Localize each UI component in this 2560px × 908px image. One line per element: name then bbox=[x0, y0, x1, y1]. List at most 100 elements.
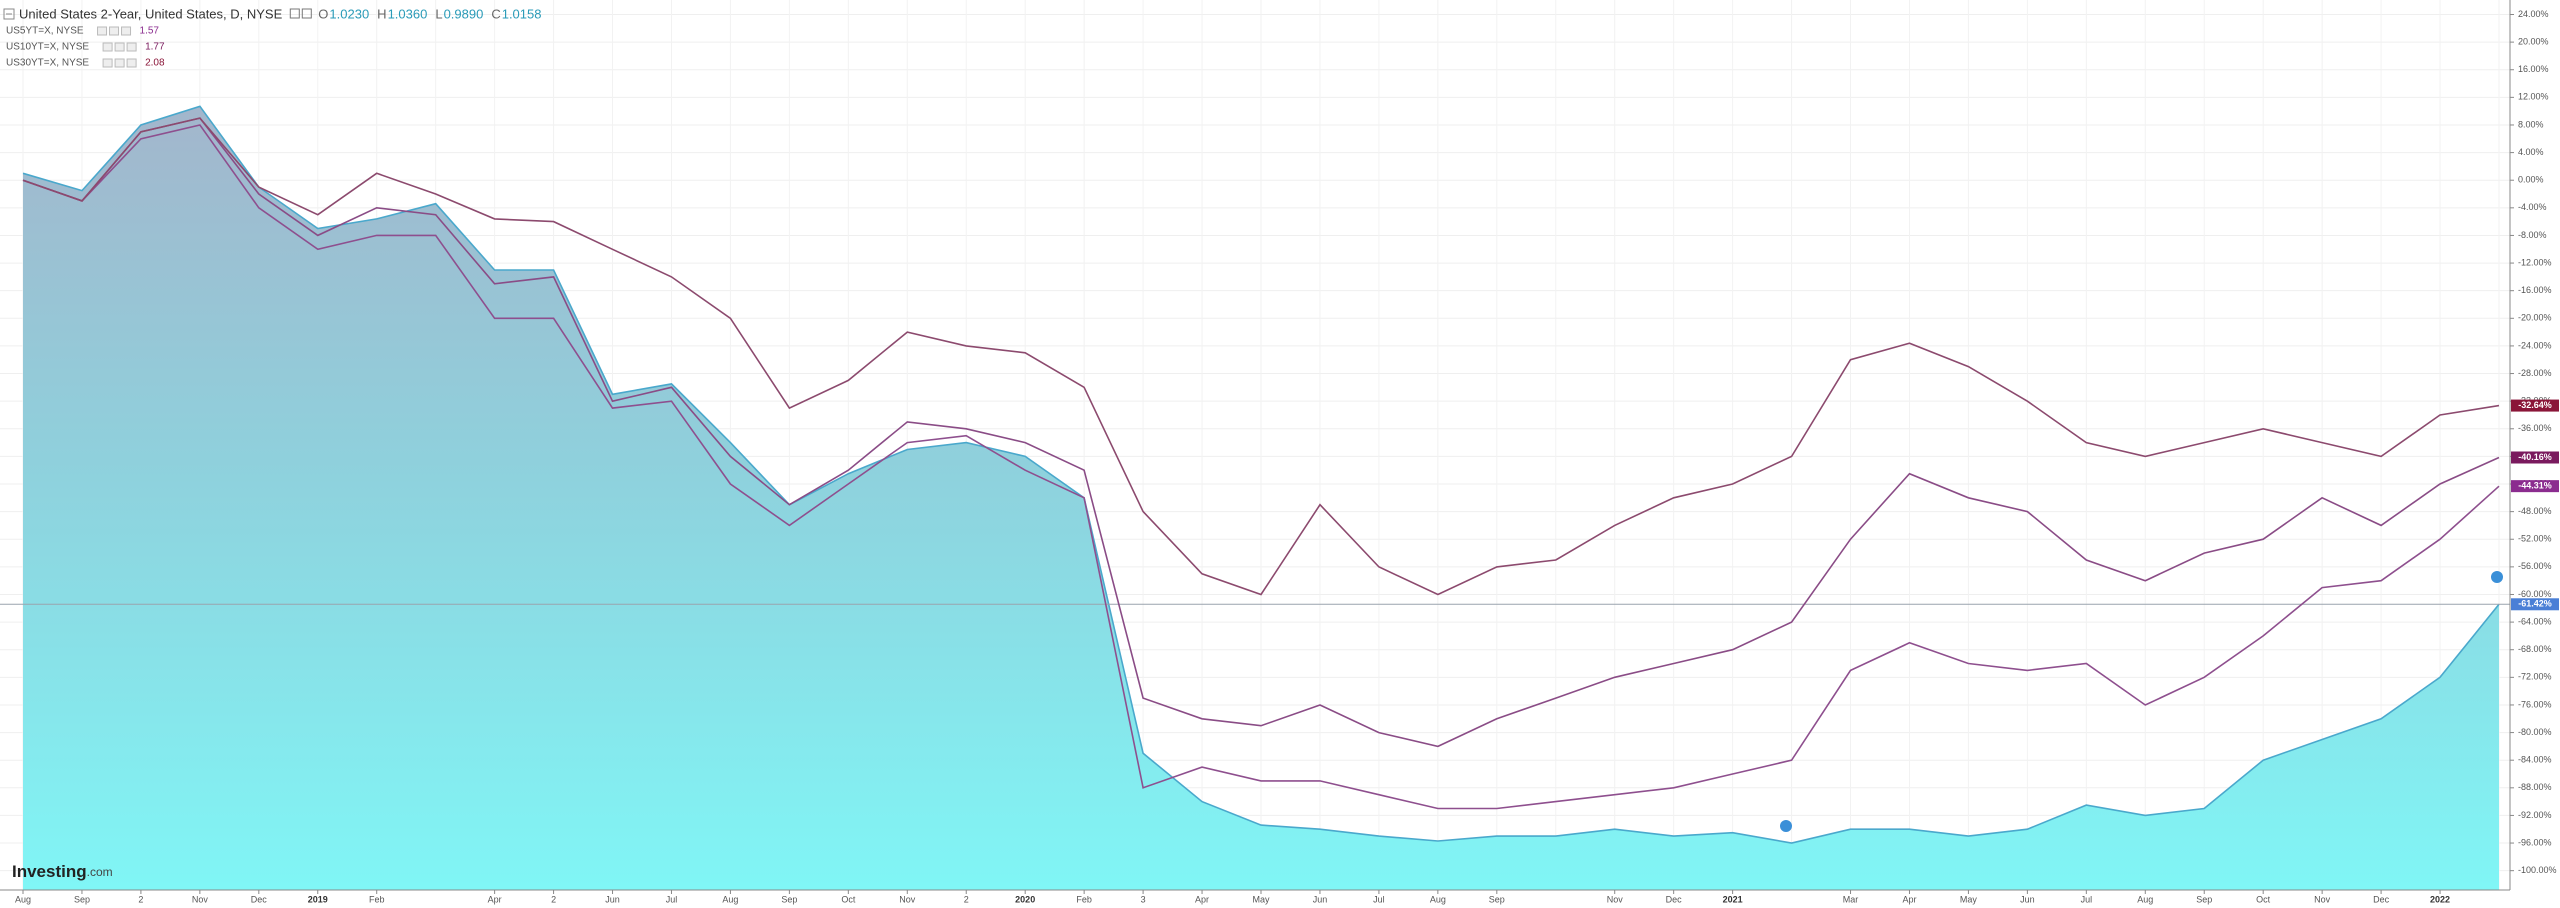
y-tick-label: 24.00% bbox=[2518, 9, 2549, 19]
y-tick-label: 0.00% bbox=[2518, 175, 2544, 185]
x-tick-label: 2 bbox=[551, 894, 556, 904]
y-tick-label: -80.00% bbox=[2518, 727, 2552, 737]
last-value-tag bbox=[2511, 399, 2559, 412]
y-tick-label: -64.00% bbox=[2518, 616, 2552, 626]
legend-button[interactable] bbox=[102, 42, 113, 52]
x-tick-label: Sep bbox=[1489, 894, 1505, 904]
last-value-label: -40.16% bbox=[2518, 452, 2552, 462]
x-tick-label: Aug bbox=[1430, 894, 1446, 904]
legend: US5YT=X, NYSE 1.57 US10YT=X, NYSE 1.77 US30Y… bbox=[6, 26, 165, 69]
y-tick-label: -92.00% bbox=[2518, 810, 2552, 820]
logo-suffix: .com bbox=[87, 865, 113, 879]
x-tick-label: Feb bbox=[1076, 894, 1092, 904]
last-value-label: -44.31% bbox=[2518, 481, 2552, 491]
x-tick-label: Dec bbox=[2373, 894, 2390, 904]
x-tick-label: Oct bbox=[841, 894, 856, 904]
y-tick-label: -12.00% bbox=[2518, 257, 2552, 267]
ohlc-label: L bbox=[435, 6, 442, 21]
x-tick-label: 2020 bbox=[1015, 894, 1035, 904]
x-tick-label: Feb bbox=[369, 894, 385, 904]
y-tick-label: -36.00% bbox=[2518, 423, 2552, 433]
x-tick-label: 2 bbox=[138, 894, 143, 904]
ohlc-value: 0.9890 bbox=[444, 6, 484, 21]
ohlc-label: C bbox=[491, 6, 500, 21]
legend-button[interactable] bbox=[102, 58, 113, 68]
y-tick-label: -48.00% bbox=[2518, 506, 2552, 516]
y-tick-label: -24.00% bbox=[2518, 340, 2552, 350]
series-area bbox=[23, 106, 2499, 891]
chart-title: United States 2-Year, United States, D, … bbox=[19, 6, 283, 21]
event-marker[interactable] bbox=[2491, 571, 2503, 583]
legend-button[interactable] bbox=[126, 58, 137, 68]
header-button[interactable] bbox=[289, 8, 300, 19]
last-value-label: -32.64% bbox=[2518, 400, 2552, 410]
y-tick-label: -96.00% bbox=[2518, 837, 2552, 847]
legend-name: US30YT=X, NYSE bbox=[6, 58, 89, 69]
legend-value: 1.77 bbox=[145, 42, 165, 53]
x-tick-label: Apr bbox=[1902, 894, 1916, 904]
series-line bbox=[22, 117, 2500, 596]
event-markers bbox=[1780, 571, 2503, 832]
x-tick-label: May bbox=[1960, 894, 1978, 904]
y-tick-label: -88.00% bbox=[2518, 782, 2552, 792]
series-line bbox=[22, 117, 2500, 748]
x-tick-label: Jul bbox=[666, 894, 678, 904]
x-tick-label: Jul bbox=[1373, 894, 1385, 904]
ohlc-value: 1.0230 bbox=[329, 6, 369, 21]
event-marker[interactable] bbox=[1780, 820, 1792, 832]
last-value-label: -61.42% bbox=[2518, 599, 2552, 609]
ohlc-value: 1.0158 bbox=[502, 6, 542, 21]
x-tick-label: Nov bbox=[899, 894, 916, 904]
x-tick-label: Apr bbox=[488, 894, 502, 904]
legend-button[interactable] bbox=[97, 26, 108, 36]
collapse-icon[interactable] bbox=[3, 8, 15, 20]
axes: 24.00% 20.00% 16.00% 12.00% 8.00% 4.00% 0.00% -… bbox=[15, 9, 2559, 904]
y-tick-label: 8.00% bbox=[2518, 119, 2544, 129]
x-tick-label: 2019 bbox=[308, 894, 328, 904]
y-tick-label: -84.00% bbox=[2518, 755, 2552, 765]
y-tick-label: -60.00% bbox=[2518, 589, 2552, 599]
x-tick-label: Sep bbox=[781, 894, 797, 904]
y-tick-label: 16.00% bbox=[2518, 64, 2549, 74]
x-tick-label: Mar bbox=[1843, 894, 1859, 904]
x-tick-label: May bbox=[1252, 894, 1270, 904]
last-value-tag bbox=[2511, 598, 2559, 611]
legend-button[interactable] bbox=[126, 42, 137, 52]
legend-button[interactable] bbox=[109, 26, 120, 36]
legend-button[interactable] bbox=[114, 42, 125, 52]
x-tick-label: 3 bbox=[1141, 894, 1146, 904]
x-tick-label: Jun bbox=[605, 894, 620, 904]
y-tick-label: -52.00% bbox=[2518, 534, 2552, 544]
y-tick-label: -16.00% bbox=[2518, 285, 2552, 295]
legend-name: US10YT=X, NYSE bbox=[6, 42, 89, 53]
series-line bbox=[22, 105, 2500, 844]
y-tick-label: -76.00% bbox=[2518, 699, 2552, 709]
ohlc-label: H bbox=[377, 6, 386, 21]
x-tick-label: Sep bbox=[74, 894, 90, 904]
x-tick-label: 2022 bbox=[2430, 894, 2450, 904]
legend-button[interactable] bbox=[114, 58, 125, 68]
y-tick-label: -100.00% bbox=[2518, 865, 2557, 875]
y-tick-label: -72.00% bbox=[2518, 672, 2552, 682]
header-button[interactable] bbox=[301, 8, 312, 19]
y-tick-label: -68.00% bbox=[2518, 644, 2552, 654]
x-tick-label: Aug bbox=[2137, 894, 2153, 904]
x-tick-label: Dec bbox=[251, 894, 268, 904]
y-tick-label: -28.00% bbox=[2518, 368, 2552, 378]
legend-button[interactable] bbox=[121, 26, 132, 36]
x-tick-label: 2 bbox=[964, 894, 969, 904]
x-tick-label: Aug bbox=[722, 894, 738, 904]
legend-value: 1.57 bbox=[140, 26, 160, 37]
plot bbox=[0, 105, 2510, 891]
x-tick-label: Jul bbox=[2081, 894, 2093, 904]
y-tick-label: 4.00% bbox=[2518, 147, 2544, 157]
last-value-tag bbox=[2511, 480, 2559, 493]
x-tick-label: Sep bbox=[2196, 894, 2212, 904]
x-tick-label: Jun bbox=[2020, 894, 2035, 904]
logo-text: Investing.com bbox=[12, 862, 113, 881]
x-tick-label: Nov bbox=[1607, 894, 1624, 904]
x-tick-label: 2021 bbox=[1723, 894, 1743, 904]
legend-value: 2.08 bbox=[145, 58, 165, 69]
y-tick-label: 12.00% bbox=[2518, 92, 2549, 102]
